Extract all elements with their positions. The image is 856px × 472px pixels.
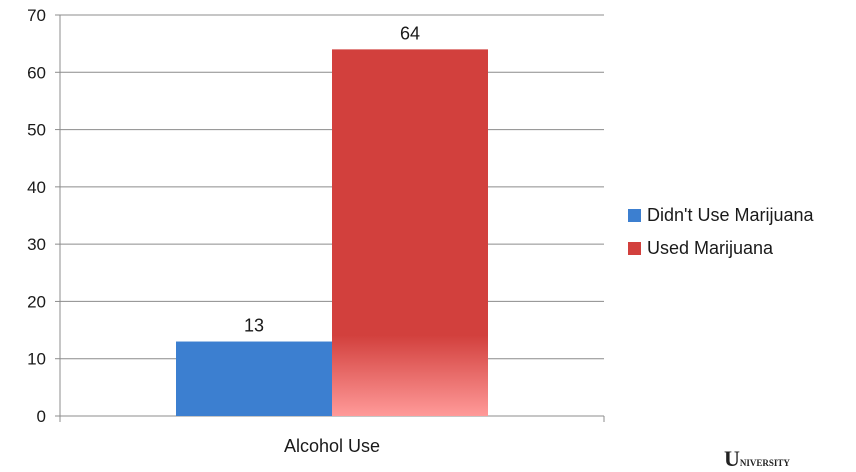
y-tick-label: 0 xyxy=(37,407,46,426)
legend-label: Didn't Use Marijuana xyxy=(647,204,814,225)
legend-item: Didn't Use Marijuana xyxy=(628,203,814,227)
y-tick-label: 40 xyxy=(27,178,46,197)
y-tick-label: 70 xyxy=(27,6,46,25)
y-tick-label: 50 xyxy=(27,121,46,140)
bar-used-marijuana xyxy=(332,49,488,416)
legend-swatch xyxy=(628,208,641,222)
legend-swatch xyxy=(628,241,641,255)
legend-label: Used Marijuana xyxy=(647,237,774,258)
legend-item: Used Marijuana xyxy=(628,236,814,260)
y-tick-label: 10 xyxy=(27,350,46,369)
watermark-initial: U xyxy=(724,446,740,471)
data-label: 13 xyxy=(244,316,264,336)
y-tick-label: 20 xyxy=(27,292,46,311)
data-label: 64 xyxy=(400,23,420,43)
bars xyxy=(176,49,488,416)
y-tick-label: 60 xyxy=(27,63,46,82)
watermark-logo: UNIVERSITY xyxy=(724,446,790,472)
x-category-label: Alcohol Use xyxy=(284,436,380,456)
y-tick-label: 30 xyxy=(27,235,46,254)
labels: 0 10 20 30 40 50 60 70 13 64 Alcohol Use xyxy=(27,6,420,456)
bar-didn-t-use-marijuana xyxy=(176,341,332,416)
watermark-rest: NIVERSITY xyxy=(739,458,790,468)
legend: Didn't Use Marijuana Used Marijuana xyxy=(628,203,814,269)
